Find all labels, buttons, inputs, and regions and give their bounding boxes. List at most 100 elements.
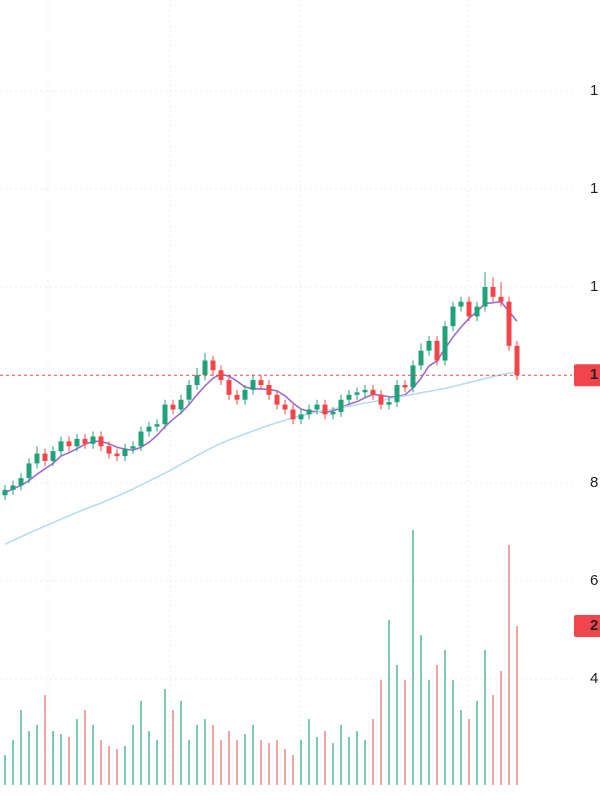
volume-bar <box>436 665 438 785</box>
candle-body <box>434 340 440 361</box>
volume-bar <box>252 725 254 785</box>
candle-body <box>130 446 136 449</box>
volume-bar <box>468 719 470 785</box>
volume-bar <box>444 650 446 785</box>
volume-bar <box>484 650 486 785</box>
candle-body <box>114 453 120 457</box>
volume-bar <box>188 740 190 785</box>
volume-bar <box>356 731 358 785</box>
candle-body <box>266 385 272 395</box>
volume-bar <box>508 545 510 785</box>
volume-bar <box>268 743 270 785</box>
volume-bar <box>492 695 494 785</box>
candle-body <box>298 414 304 420</box>
volume-bar <box>124 746 126 785</box>
volume-bar <box>140 701 142 785</box>
volume-bar <box>308 719 310 785</box>
volume-bar <box>172 710 174 785</box>
y-tick-label: 1 <box>590 180 598 197</box>
volume-bar <box>180 701 182 785</box>
volume-bar <box>84 710 86 785</box>
volume-bar <box>236 740 238 785</box>
volume-bar <box>36 725 38 785</box>
candle-body <box>290 409 296 420</box>
candle-body <box>490 287 496 297</box>
volume-bar <box>300 740 302 785</box>
candle-body <box>498 296 504 302</box>
volume-bar <box>404 680 406 785</box>
moving-average <box>4 371 518 545</box>
y-tick-label: 1 <box>590 278 598 295</box>
last-price-tag <box>574 364 600 387</box>
candle-body <box>98 436 104 447</box>
volume-bar <box>380 680 382 785</box>
volume-bar <box>60 734 62 785</box>
volume-bar <box>428 680 430 785</box>
volume-bar <box>100 740 102 785</box>
candle-body <box>314 404 320 410</box>
volume-bar <box>276 740 278 785</box>
candle-body <box>458 301 464 307</box>
candle-body <box>450 306 456 327</box>
candle-body <box>474 306 480 317</box>
candle-body <box>482 287 488 307</box>
candle-body <box>50 451 56 461</box>
candle-body <box>514 345 520 376</box>
candle-body <box>410 365 416 388</box>
candle-body <box>386 402 392 405</box>
candle-body <box>338 399 344 412</box>
candle-body <box>82 438 88 444</box>
candle-body <box>74 438 80 447</box>
volume-bar <box>156 740 158 785</box>
volume-bar <box>44 695 46 785</box>
volume-bar <box>388 620 390 785</box>
y-tick-label: 1 <box>590 82 598 99</box>
volume-bar <box>52 731 54 785</box>
candle-body <box>122 448 128 457</box>
candle-body <box>418 350 424 366</box>
time-grid <box>47 0 469 785</box>
volume-bar <box>212 725 214 785</box>
last-volume-tag <box>574 615 600 637</box>
volume-bar <box>68 737 70 785</box>
volume-bar <box>420 635 422 785</box>
candle-body <box>378 394 384 405</box>
candle-body <box>282 404 288 410</box>
candle-body <box>242 389 248 400</box>
candle-body <box>138 431 144 447</box>
candle-body <box>2 489 8 496</box>
candle-body <box>234 394 240 400</box>
volume-bar <box>148 731 150 785</box>
volume-bar <box>412 530 414 785</box>
candle-body <box>426 340 432 351</box>
candle-body <box>394 385 400 403</box>
volume-bar <box>452 680 454 785</box>
candle-body <box>146 426 152 432</box>
candle-body <box>362 389 368 393</box>
candle-body <box>58 441 64 452</box>
volume-bar <box>28 731 30 785</box>
volume-bar <box>92 725 94 785</box>
candle-body <box>442 326 448 361</box>
volume-bar <box>108 746 110 785</box>
candle-body <box>402 385 408 388</box>
volume-bar <box>348 737 350 785</box>
volume-bar <box>292 755 294 785</box>
candle-body <box>370 389 376 395</box>
volume-bar <box>396 665 398 785</box>
candle-body <box>354 392 360 395</box>
candle-body <box>306 409 312 415</box>
volume-bar <box>76 719 78 785</box>
candle-body <box>210 360 216 371</box>
candle-body <box>10 485 16 490</box>
volume-bar <box>228 731 230 785</box>
candle-body <box>90 436 96 444</box>
volume-bar <box>4 755 6 785</box>
volume-bar <box>500 671 502 785</box>
y-tick-label: 4 <box>590 670 598 687</box>
volume-bar <box>372 719 374 785</box>
volume-bar <box>516 626 518 785</box>
candle-body <box>170 404 176 410</box>
moving-average <box>4 300 518 494</box>
